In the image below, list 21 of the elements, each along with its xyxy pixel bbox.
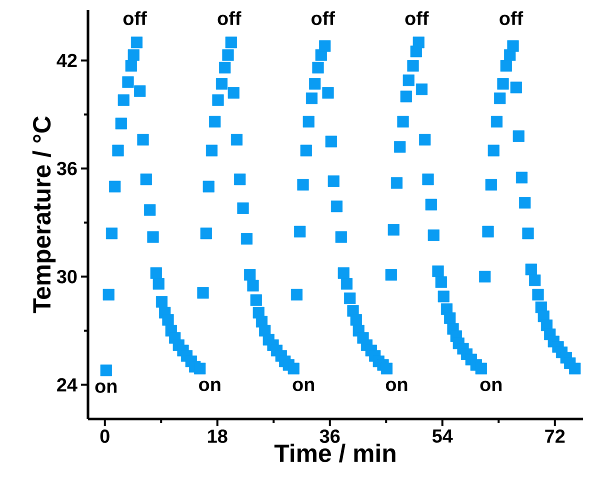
annotation: on bbox=[386, 380, 408, 392]
y-tick-label: 36 bbox=[56, 162, 77, 176]
y-axis-title: Temperature / °C bbox=[32, 116, 56, 314]
y-tick-label: 42 bbox=[56, 54, 77, 68]
annotation: off bbox=[500, 11, 524, 26]
x-tick-label: 72 bbox=[545, 430, 565, 443]
x-tick-label: 36 bbox=[320, 430, 340, 443]
x-tick-label: 0 bbox=[100, 430, 110, 443]
x-tick-label: 54 bbox=[432, 430, 453, 443]
y-tick-label: 24 bbox=[57, 378, 78, 392]
annotation: on bbox=[95, 382, 117, 393]
annotation: off bbox=[123, 11, 147, 26]
annotation: off bbox=[218, 11, 242, 26]
annotation: on bbox=[480, 380, 502, 392]
x-tick-label: 18 bbox=[208, 430, 228, 443]
annotation: off bbox=[405, 11, 429, 26]
annotation: on bbox=[292, 380, 314, 392]
y-tick-label: 30 bbox=[56, 270, 77, 284]
annotation: off bbox=[312, 11, 336, 26]
x-axis-title: Time / min bbox=[274, 444, 396, 462]
annotation: on bbox=[199, 380, 220, 392]
